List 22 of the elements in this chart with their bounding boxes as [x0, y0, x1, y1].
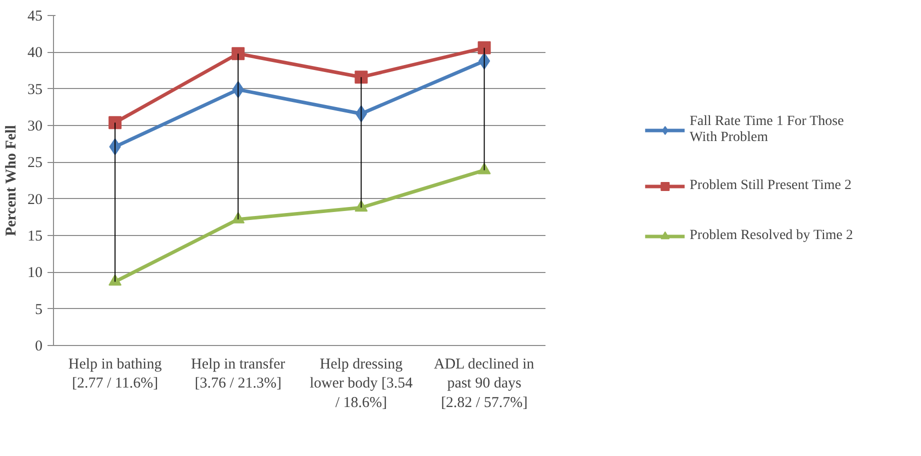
point — [232, 47, 245, 60]
x-tick-label: Help in bathing [2.77 / 11.6%] — [68, 356, 162, 392]
y-axis-title: Percent Who Fell — [4, 125, 20, 236]
point — [354, 70, 368, 84]
y-tick-label: 25 — [28, 155, 42, 172]
y-tick-label: 35 — [28, 82, 42, 98]
legend-label: Problem Resolved by Time 2 — [690, 228, 853, 244]
x-tick-label: Help in transfer [3.76 / 21.3%] — [191, 356, 286, 392]
y-tick-label: 40 — [28, 45, 42, 62]
legend-label: Problem Still Present Time 2 — [690, 178, 852, 194]
y-tick-label: 15 — [28, 228, 42, 244]
point — [108, 116, 122, 130]
y-tick-label: 30 — [28, 118, 42, 134]
y-tick-label: 0 — [35, 338, 42, 354]
x-tick-label: ADL declined in past 90 days [2.82 / 57.7%] — [434, 356, 535, 411]
x-tick-label: Help dressing lower body [3.54 / 18.6%] — [310, 356, 414, 411]
y-tick-label: 10 — [28, 265, 42, 282]
y-tick-label: 45 — [28, 8, 42, 24]
legend-label: Fall Rate Time 1 For Those With Problem — [690, 114, 844, 146]
y-tick-label: 20 — [28, 192, 42, 208]
y-tick-label: 5 — [35, 302, 42, 318]
point — [478, 41, 491, 54]
